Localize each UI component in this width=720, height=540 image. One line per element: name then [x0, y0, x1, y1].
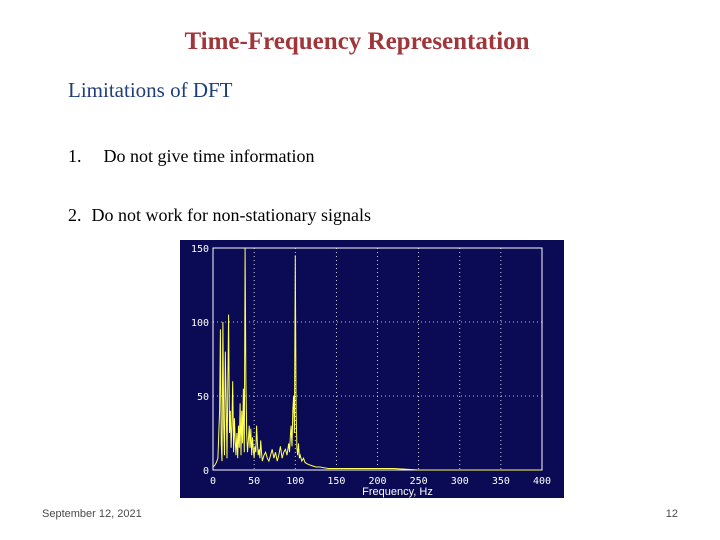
y-tick-label: 150 [191, 244, 209, 255]
slide-subtitle: Limitations of DFT [68, 78, 233, 102]
list-item-number: 1. [68, 146, 82, 166]
x-tick-label: 350 [492, 476, 510, 487]
list-item: 1. Do not give time information [68, 146, 314, 167]
list-item-text: Do not give time information [103, 146, 315, 166]
x-tick-label: 150 [327, 476, 345, 487]
slide-title: Time-Frequency Representation [184, 28, 530, 55]
list-item-number: 2. [68, 205, 82, 225]
x-tick-label: 50 [248, 476, 260, 487]
dft-spectrum-chart: 0 50 100 150 200 250 300 350 400 0 50 100 150 Frequen… [180, 240, 564, 498]
spectrum-plot: 0 50 100 150 200 250 300 350 400 0 50 100 150 Frequen… [191, 244, 551, 498]
x-tick-label: 400 [533, 476, 551, 487]
x-tick-label: 0 [210, 476, 216, 487]
x-tick-label: 100 [286, 476, 304, 487]
footer-date: September 12, 2021 [42, 508, 142, 520]
x-axis-label: Frequency, Hz [362, 486, 433, 498]
list-item: 2. Do not work for non-stationary signals [68, 205, 371, 226]
list-item-text: Do not work for non-stationary signals [91, 205, 371, 225]
y-tick-label: 100 [191, 318, 209, 329]
x-tick-label: 300 [451, 476, 469, 487]
x-tick-label: 250 [410, 476, 428, 487]
page-number: 12 [665, 508, 678, 520]
spectrum-line [212, 247, 542, 471]
y-tick-label: 50 [197, 392, 209, 403]
y-tick-label: 0 [203, 466, 209, 477]
x-tick-label: 200 [368, 476, 386, 487]
